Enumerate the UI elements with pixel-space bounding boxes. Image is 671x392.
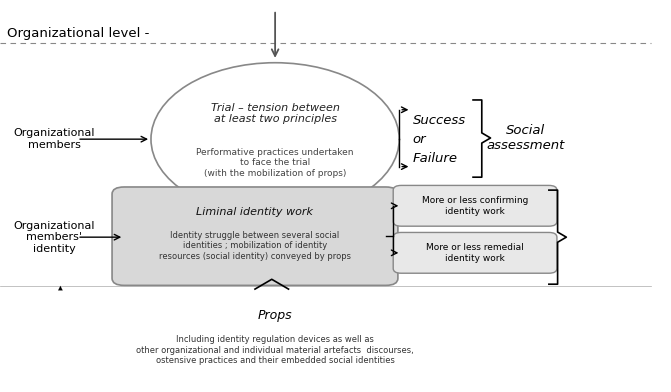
Text: Identity struggle between several social
identities ; mobilization of identity
r: Identity struggle between several social… (159, 231, 351, 261)
Text: Liminal identity work: Liminal identity work (197, 207, 313, 217)
FancyBboxPatch shape (393, 185, 557, 226)
Text: Performative practices undertaken
to face the trial
(with the mobilization of pr: Performative practices undertaken to fac… (197, 148, 354, 178)
Text: More or less remedial
identity work: More or less remedial identity work (426, 243, 524, 263)
Text: Trial – tension between
at least two principles: Trial – tension between at least two pri… (211, 103, 340, 125)
FancyBboxPatch shape (393, 232, 557, 273)
FancyBboxPatch shape (112, 187, 398, 285)
Text: Props: Props (258, 309, 293, 322)
Text: Social
assessment: Social assessment (486, 124, 565, 152)
Text: Organizational
members'
identity: Organizational members' identity (13, 221, 95, 254)
Text: Including identity regulation devices as well as
other organizational and indivi: Including identity regulation devices as… (136, 335, 414, 365)
Text: Organizational level -: Organizational level - (7, 27, 149, 40)
Text: Organizational
members: Organizational members (13, 128, 95, 150)
Text: Success
or
Failure: Success or Failure (413, 114, 466, 165)
Text: More or less confirming
identity work: More or less confirming identity work (422, 196, 528, 216)
